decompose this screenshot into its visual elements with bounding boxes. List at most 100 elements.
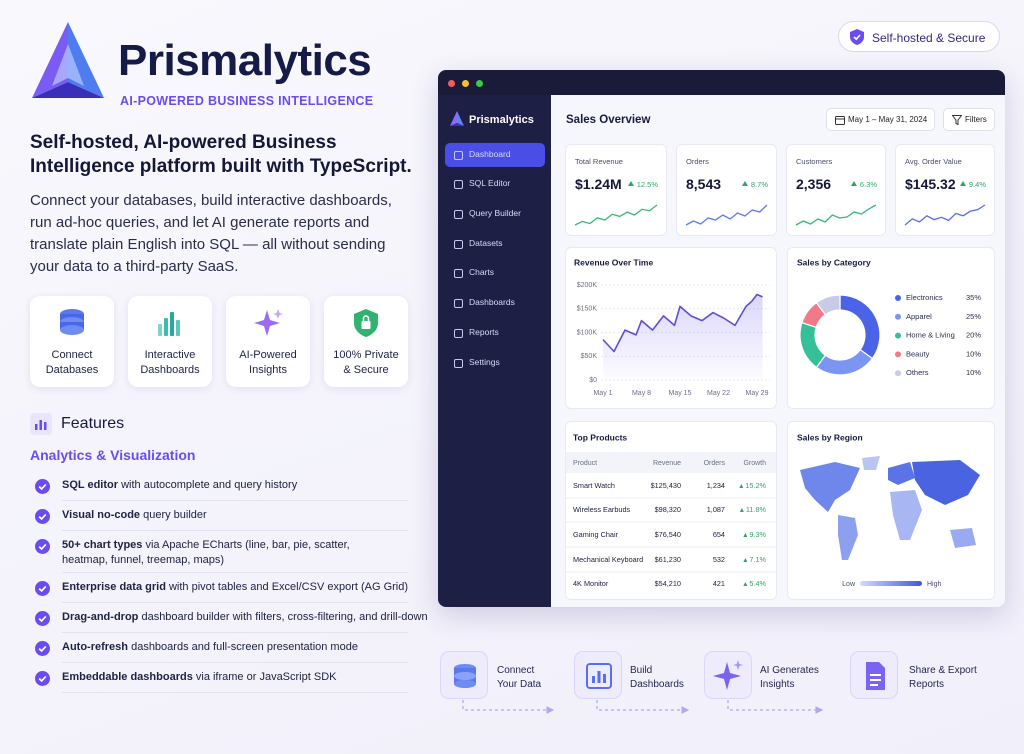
description: Connect your databases, build interactiv… — [30, 190, 392, 278]
workflow-label: Share & Export Reports — [909, 664, 977, 692]
nav-item[interactable]: SQL Editor — [469, 178, 511, 188]
label-line: AI Generates — [760, 665, 819, 676]
separator — [62, 530, 408, 531]
nav-icon — [454, 151, 463, 160]
check-icon — [35, 641, 50, 656]
label-line: Reports — [909, 679, 945, 690]
feature-text: with autocomplete and query history — [121, 479, 298, 491]
window-dot — [476, 80, 483, 87]
features-section: Analytics & Visualization — [30, 447, 196, 463]
calendar-icon — [835, 116, 845, 125]
feature-text: dashboards and full-screen presentation … — [131, 641, 358, 653]
nav-item[interactable]: Dashboards — [469, 297, 515, 307]
highlight-card: AI-Powered Insights — [226, 296, 310, 387]
kpi-card: Avg. Order Value $145.32 9.4% — [895, 144, 995, 236]
feature-bold: Enterprise data grid — [62, 581, 166, 593]
label-line: Connect — [51, 349, 93, 361]
label-line: & Secure — [343, 364, 389, 376]
kpi-change-value: 6.3% — [859, 180, 877, 189]
separator — [62, 662, 408, 663]
workflow-icon-box — [574, 651, 622, 699]
kpi-change: 9.4% — [959, 180, 986, 189]
title-bar — [438, 70, 1005, 95]
highlight-card: Interactive Dashboards — [128, 296, 212, 387]
feature-text: with pivot tables and Excel/CSV export (… — [168, 581, 409, 593]
nav-item[interactable]: Dashboard — [469, 149, 511, 159]
highlight-label: Interactive Dashboards — [128, 348, 212, 378]
label-line: Databases — [45, 364, 99, 376]
kpi-change-value: 9.4% — [968, 180, 986, 189]
feature-item: Auto-refresh dashboards and full-screen … — [62, 640, 432, 655]
sidebar — [438, 95, 551, 607]
headline: Self-hosted, AI-powered Business Intelli… — [30, 131, 412, 179]
region-card — [787, 421, 995, 600]
kpi-value: $145.32 — [905, 176, 956, 192]
nav-icon — [454, 240, 463, 249]
highlight-card: Connect Databases — [30, 296, 114, 387]
separator — [62, 572, 408, 573]
features-icon — [30, 413, 52, 435]
filter-icon — [952, 115, 962, 125]
feature-text: dashboard builder with filters, cross-fi… — [141, 611, 428, 623]
brand-tagline: AI-POWERED BUSINESS INTELLIGENCE — [120, 94, 374, 108]
headline-line: Intelligence platform built with TypeScr… — [30, 156, 412, 177]
workflow-icon — [454, 664, 476, 688]
nav-icon — [454, 359, 463, 368]
separator — [62, 692, 408, 693]
workflow-label: Build Dashboards — [630, 664, 684, 692]
nav-item[interactable]: Charts — [469, 267, 495, 277]
kpi-label: Customers — [796, 157, 833, 166]
label-line: Insights — [760, 679, 795, 690]
description-line: Connect your databases, build interactiv… — [30, 192, 392, 209]
label-line: Dashboards — [630, 679, 684, 690]
check-icon — [35, 479, 50, 494]
kpi-label: Total Revenue — [575, 157, 623, 166]
kpi-card: Orders 8,543 8.7% — [676, 144, 777, 236]
label-line: Dashboards — [140, 364, 200, 376]
kpi-change-value: 12.5% — [636, 180, 658, 189]
up-arrow — [850, 181, 857, 186]
feature-item: Visual no-code query builder — [62, 508, 432, 523]
nav-item[interactable]: Reports — [469, 327, 499, 337]
highlight-label: AI-Powered Insights — [226, 348, 310, 378]
workflow-icon — [866, 662, 885, 690]
workflow-icon — [586, 663, 612, 689]
nav-item[interactable]: Query Builder — [469, 208, 521, 218]
check-icon — [35, 611, 50, 626]
feature-item: Enterprise data grid with pivot tables a… — [62, 580, 432, 595]
feature-bold: Auto-refresh — [62, 641, 129, 653]
logo — [32, 22, 104, 98]
description-line: run ad-hoc queries, and let AI generate … — [30, 214, 370, 231]
filters-button[interactable]: Filters — [943, 108, 995, 131]
brand-name: Prismalytics — [118, 36, 372, 85]
nav-item[interactable]: Settings — [469, 357, 500, 367]
workflow-arrows — [462, 700, 824, 714]
kpi-change-value: 8.7% — [750, 180, 768, 189]
feature-bold: Embeddable dashboards — [62, 671, 193, 683]
revenue-card — [565, 247, 777, 409]
badge-icon — [850, 29, 864, 45]
feature-item: SQL editor with autocomplete and query h… — [62, 478, 432, 493]
shield-icon — [354, 309, 378, 337]
window-dot — [462, 80, 469, 87]
date-picker[interactable]: May 1 – May 31, 2024 — [826, 108, 935, 131]
sparkle-icon — [254, 309, 283, 336]
kpi-change: 12.5% — [627, 180, 658, 189]
separator — [62, 602, 408, 603]
nav-item[interactable]: Datasets — [469, 238, 503, 248]
label-line: Share & Export — [909, 665, 977, 676]
products-card — [565, 421, 777, 600]
label-line: AI-Powered — [239, 349, 297, 361]
check-icon — [35, 581, 50, 596]
workflow-icon — [713, 660, 743, 690]
feature-item: Drag-and-drop dashboard builder with fil… — [62, 610, 432, 625]
workflow-icon-box — [704, 651, 752, 699]
highlight-label: 100% Private & Secure — [324, 348, 408, 378]
app-logo — [450, 111, 464, 126]
label-line: Build — [630, 665, 653, 676]
feature-bold: Drag-and-drop — [62, 611, 139, 623]
kpi-value: $1.24M — [575, 176, 622, 192]
nav-icon — [454, 210, 463, 219]
feature-item: 50+ chart types via Apache ECharts (line… — [62, 538, 362, 568]
chart-icon — [158, 312, 180, 336]
